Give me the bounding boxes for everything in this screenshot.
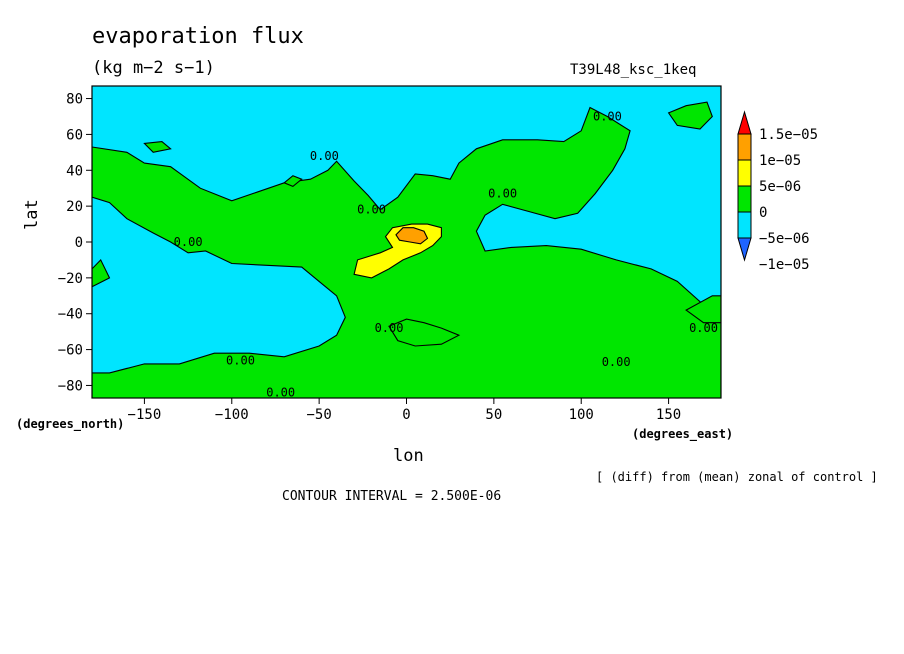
x-tick-label-1: −100 (215, 407, 249, 423)
x-axis: −150 −100 −50 0 50 100 150 (128, 398, 681, 423)
contour-label-5: 0.00 (226, 353, 255, 367)
legend-swatch-bottom (737, 237, 752, 262)
y-axis-unit: (degrees_north) (16, 417, 125, 431)
contour-label-9: 0.00 (689, 321, 718, 335)
y-tick-label-0: −80 (58, 378, 83, 394)
contour-label-4: 0.00 (593, 109, 622, 123)
color-legend: 1.5e−05 1e−05 5e−06 0 −5e−06 −1e−05 (737, 110, 818, 273)
contour-label-3: 0.00 (488, 187, 517, 201)
contour-region-0-3 (92, 258, 111, 288)
legend-swatch-3 (737, 211, 752, 239)
y-tick-label-1: −60 (58, 343, 83, 359)
x-axis-label: lon (393, 446, 424, 466)
y-tick-label-2: −40 (58, 307, 83, 323)
difference-note: [ (diff) from (mean) zonal of control ] (596, 470, 878, 484)
contour-label-6: 0.00 (375, 321, 404, 335)
y-tick-label-4: 0 (75, 235, 83, 251)
contour-label-7: 0.00 (266, 386, 295, 400)
contour-region-0-1 (388, 318, 461, 347)
y-tick-label-6: 40 (66, 163, 83, 179)
contour-label-2: 0.00 (357, 203, 386, 217)
contour-interval: CONTOUR INTERVAL = 2.500E-06 (282, 489, 502, 504)
x-tick-label-5: 100 (569, 407, 594, 423)
chart-title: evaporation flux (92, 24, 304, 49)
y-tick-label-3: −20 (58, 271, 83, 287)
x-tick-label-3: 0 (402, 407, 410, 423)
contour-region-0-6 (143, 141, 172, 153)
x-tick-label-6: 150 (656, 407, 681, 423)
y-axis-label: lat (22, 199, 42, 230)
x-tick-label-4: 50 (485, 407, 502, 423)
y-tick-label-8: 80 (66, 92, 83, 108)
contour-label-8: 0.00 (602, 355, 631, 369)
legend-label-4: −5e−06 (759, 231, 810, 247)
contour-region-0-4 (283, 175, 303, 188)
contour-region-0-2 (685, 295, 721, 324)
contour-labels: 0.00 0.00 0.00 0.00 0.00 0.00 0.00 0.00 0.00 0.00 (174, 109, 718, 400)
contour-label-1: 0.00 (310, 149, 339, 163)
legend-swatch-2 (737, 185, 752, 213)
legend-label-0: 1.5e−05 (759, 127, 818, 143)
contour-region-0-5 (667, 101, 713, 130)
x-axis-unit: (degrees_east) (632, 427, 734, 441)
x-tick-label-2: −50 (306, 407, 331, 423)
legend-swatch-1 (737, 159, 752, 187)
contour-regions (92, 101, 721, 398)
legend-label-5: −1e−05 (759, 257, 810, 273)
legend-label-2: 5e−06 (759, 179, 801, 195)
chart-units: (kg m−2 s−1) (92, 58, 215, 78)
contour-label-0: 0.00 (174, 235, 203, 249)
run-id: T39L48_ksc_1keq (570, 62, 697, 78)
y-tick-label-7: 60 (66, 127, 83, 143)
legend-swatch-top (737, 110, 752, 135)
legend-label-1: 1e−05 (759, 153, 801, 169)
y-axis: −80 −60 −40 −20 0 20 40 60 80 (58, 92, 92, 394)
x-tick-label-0: −150 (128, 407, 162, 423)
y-tick-label-5: 20 (66, 199, 83, 215)
legend-label-3: 0 (759, 205, 767, 221)
contour-region-2-0 (395, 227, 429, 245)
legend-swatch-0 (737, 133, 752, 161)
